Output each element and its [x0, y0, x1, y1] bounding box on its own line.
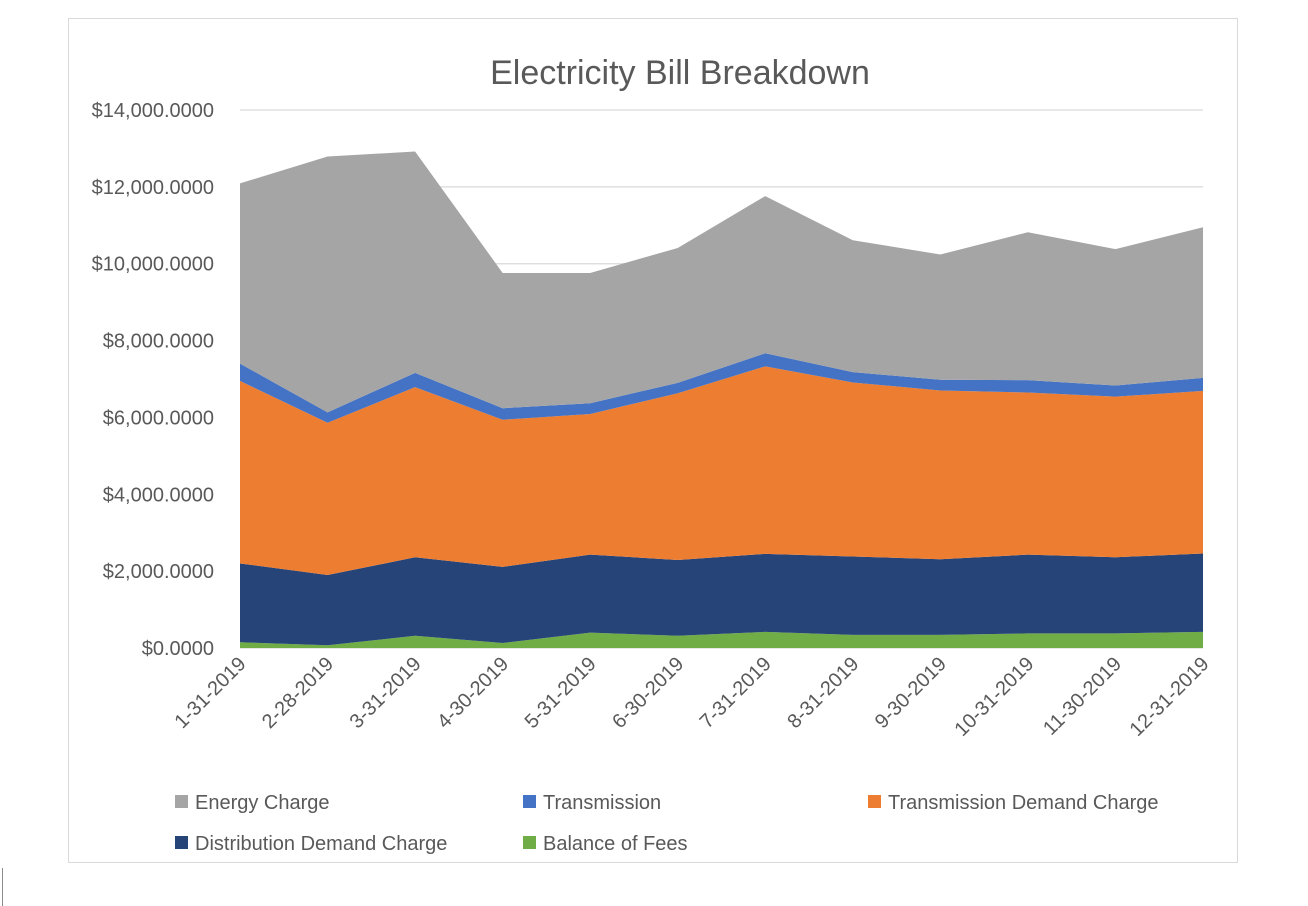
area-transmission: [240, 353, 1203, 423]
x-tick-label: 11-30-2019: [1039, 653, 1126, 740]
x-tick-label: 1-31-2019: [170, 653, 250, 733]
y-tick-label: $4,000.0000: [103, 484, 214, 506]
legend-item-balance-of-fees: Balance of Fees: [523, 833, 688, 855]
cursor-line: [2, 868, 3, 906]
x-tick-label: 6-30-2019: [608, 653, 688, 733]
area-transmission-demand-charge: [240, 366, 1203, 575]
y-tick-label: $6,000.0000: [103, 407, 214, 429]
y-tick-label: $12,000.0000: [92, 177, 214, 199]
x-tick-label: 4-30-2019: [433, 653, 513, 733]
legend-swatch: [175, 836, 188, 849]
x-tick-label: 10-31-2019: [951, 653, 1039, 741]
y-axis-ticks: $0.0000 $2,000.0000 $4,000.0000 $6,000.0000…: [92, 100, 214, 660]
y-tick-label: $14,000.0000: [92, 100, 214, 122]
chart-title: Electricity Bill Breakdown: [490, 54, 870, 92]
legend-label: Transmission Demand Charge: [888, 792, 1158, 814]
x-tick-label: 8-31-2019: [783, 653, 863, 733]
legend-label: Balance of Fees: [543, 833, 688, 855]
plot-areas: [240, 151, 1203, 648]
legend-label: Energy Charge: [195, 792, 330, 814]
x-tick-label: 3-31-2019: [346, 653, 426, 733]
legend-item-transmission: Transmission: [523, 792, 661, 814]
legend-item-transmission-demand-charge: Transmission Demand Charge: [868, 792, 1158, 814]
legend-swatch: [523, 836, 536, 849]
y-tick-label: $10,000.0000: [92, 254, 214, 276]
x-tick-label: 9-30-2019: [871, 653, 951, 733]
legend-swatch: [175, 795, 188, 808]
x-tick-label: 12-31-2019: [1126, 653, 1214, 741]
x-tick-label: 5-31-2019: [521, 653, 601, 733]
area-distribution-demand-charge: [240, 553, 1203, 646]
y-tick-label: $8,000.0000: [103, 331, 214, 353]
legend: Energy Charge Transmission Transmission De…: [175, 792, 1158, 855]
x-tick-label: 7-31-2019: [696, 653, 776, 733]
area-balance-of-fees: [240, 631, 1203, 648]
y-tick-label: $0.0000: [142, 638, 214, 660]
legend-label: Transmission: [543, 792, 661, 814]
legend-swatch: [523, 795, 536, 808]
legend-item-energy-charge: Energy Charge: [175, 792, 330, 814]
legend-label: Distribution Demand Charge: [195, 833, 447, 855]
y-tick-label: $2,000.0000: [103, 561, 214, 583]
legend-swatch: [868, 795, 881, 808]
area-energy-charge: [240, 151, 1203, 413]
x-tick-label: 2-28-2019: [258, 653, 338, 733]
x-axis-ticks: 1-31-2019 2-28-2019 3-31-2019 4-30-2019 5-31…: [170, 653, 1213, 741]
legend-item-distribution-demand-charge: Distribution Demand Charge: [175, 833, 447, 855]
